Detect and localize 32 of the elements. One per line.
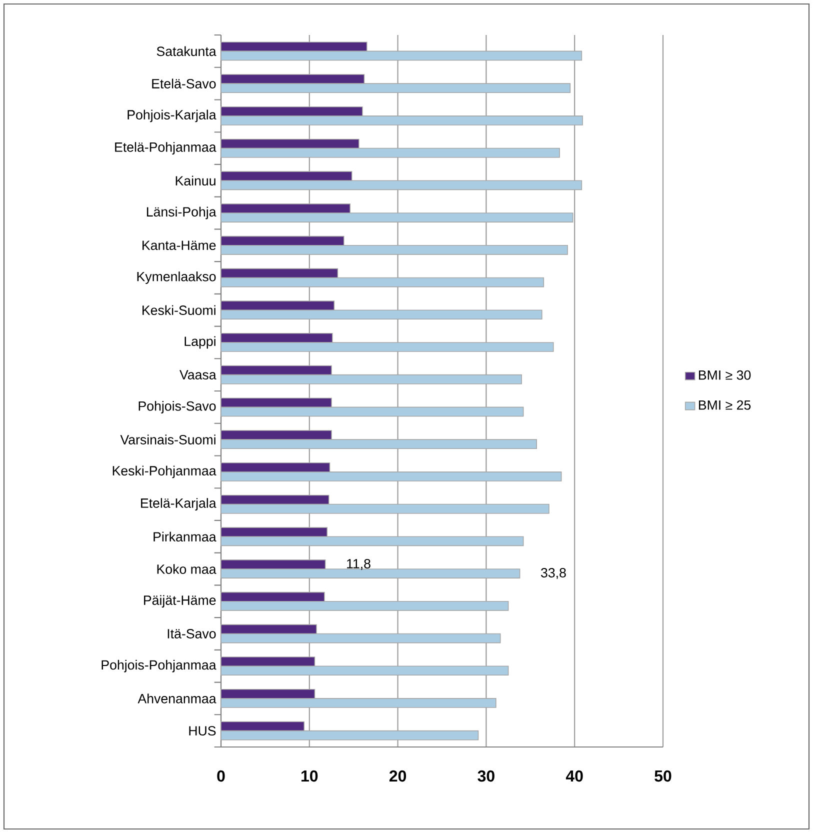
y-tick-label: Etelä-Pohjanmaa (115, 142, 216, 154)
y-tick-label: Etelä-Karjala (141, 498, 216, 510)
legend-label: BMI ≥ 30 (698, 370, 751, 380)
y-tick-label: Lappi (184, 336, 216, 349)
data-label: 11,8 (347, 558, 370, 570)
y-tick-label: Pohjois-Karjala (128, 110, 216, 122)
y-tick-label: Päijät-Häme (144, 595, 216, 608)
y-tick-label: Vaasa (180, 370, 216, 380)
y-tick-label: Satakunta (156, 46, 216, 56)
y-tick-label: Itä-Savo (168, 629, 216, 638)
y-tick-label: Pohjois-Savo (138, 400, 216, 414)
y-tick-label: Pohjois-Pohjanmaa (102, 660, 216, 672)
x-tick-label: 30 (478, 770, 494, 782)
y-tick-label: Kanta-Häme (142, 240, 216, 250)
x-tick-label: 40 (566, 770, 583, 782)
legend-label: BMI ≥ 25 (698, 400, 751, 410)
y-tick-label: Keski-Pohjanmaa (112, 466, 216, 478)
y-tick-label: Länsi-Pohja (146, 206, 216, 220)
y-tick-label: HUS (189, 726, 216, 736)
y-tick-label: Ahvenanmaa (138, 694, 216, 704)
x-tick-label: 0 (217, 770, 225, 782)
y-tick-label: Keski-Suomi (142, 305, 216, 315)
data-label: 33,8 (541, 568, 566, 580)
y-tick-label: Pirkanmaa (154, 532, 216, 542)
y-tick-label: Varsinais-Suomi (120, 434, 216, 444)
y-tick-label: Etelä-Savo (152, 78, 216, 88)
y-tick-label: Kymenlaakso (137, 272, 216, 284)
x-tick-label: 10 (302, 770, 318, 782)
x-tick-label: 20 (389, 770, 406, 782)
y-tick-label: Koko maa (157, 564, 216, 574)
x-tick-label: 50 (654, 770, 672, 782)
y-tick-label: Kainuu (176, 176, 216, 186)
